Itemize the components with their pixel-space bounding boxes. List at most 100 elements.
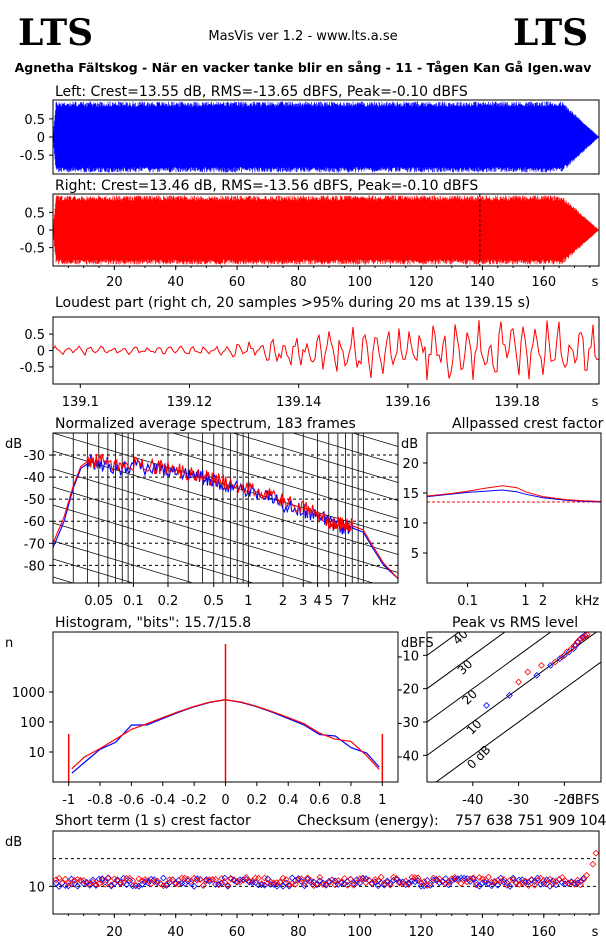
stc-point-right [163, 880, 170, 888]
stc-point-left [160, 874, 167, 882]
peak-rms-title: Peak vs RMS level [452, 615, 578, 631]
stc-xtick-label: 40 [167, 925, 184, 940]
stc-point-right [337, 878, 345, 886]
pvr-point-left [533, 671, 541, 679]
stc-point-right [580, 876, 588, 884]
stc-point-right [169, 876, 177, 884]
right-waveform-trace [53, 195, 599, 265]
spectrum-xtick-label: 2 [279, 594, 287, 609]
pvr-point-right [524, 668, 532, 676]
spectrum-ytick-label: -30 [24, 449, 45, 464]
stc-point-right [276, 878, 284, 886]
stc-point-right [86, 880, 94, 887]
stc-point-right [571, 880, 578, 888]
pvr-diagonal [427, 632, 552, 723]
histogram-xtick-label: 0.2 [247, 793, 268, 808]
loudest-part-xtick-label: 139.16 [385, 395, 431, 410]
right-waveform-xtick-label: 80 [290, 275, 307, 290]
stc-point-right [282, 876, 290, 883]
spectrum-slope-line [53, 504, 315, 583]
stc-point-right [313, 880, 321, 888]
stc-point-right [294, 876, 302, 884]
stc-point-right [420, 878, 428, 885]
stc-xtick-label: 100 [347, 925, 372, 940]
stc-point-right [52, 876, 60, 884]
stc-point-right [577, 881, 584, 889]
stc-point-left [190, 882, 198, 890]
spectrum-grid-clip [53, 271, 398, 583]
pvr-diagonal-label: 0 dB [464, 743, 493, 772]
stc-point-right [451, 874, 459, 881]
stc-point-left [506, 882, 514, 890]
stc-point-right [74, 876, 81, 883]
stc-point-left [218, 879, 226, 887]
loudest-part-ytick-label: 0 [37, 345, 45, 360]
crest-series-right [426, 485, 602, 502]
stc-point-left [448, 877, 456, 885]
right-waveform-xtick-label: 160 [531, 275, 556, 290]
stc-point-right [104, 875, 112, 882]
stc-point-right [193, 877, 201, 884]
stc-point-left [74, 882, 81, 890]
stc-point-right [129, 877, 137, 885]
pvr-point-right [515, 678, 522, 686]
stc-point-right [107, 881, 115, 889]
stc-point-right [328, 876, 336, 884]
pvr-point-left [506, 691, 513, 699]
pvr-diagonal [435, 661, 601, 782]
stc-point-left [528, 876, 535, 884]
stc-point-left [123, 881, 131, 888]
track-title: Agnetha Fältskog - När en vacker tanke b… [15, 60, 592, 75]
logo-left: LTS [18, 12, 93, 54]
stc-point-end [592, 849, 600, 857]
stc-xtick-label: 120 [409, 925, 434, 940]
histogram-xtick-label: 0.8 [341, 793, 362, 808]
right-waveform-xtick-label: 100 [347, 275, 372, 290]
stc-point-left [68, 875, 75, 883]
stc-point-left [55, 883, 63, 890]
right-waveform-xtick-label: 40 [167, 275, 184, 290]
stc-point-right [491, 877, 499, 885]
stc-point-right [61, 875, 69, 883]
right-waveform-ytick-label: -0.5 [20, 242, 45, 257]
left-waveform-ytick-label: 0.5 [24, 113, 45, 128]
stc-point-left [273, 882, 281, 890]
spectrum-ytick-label: -70 [24, 537, 45, 552]
stc-point-left [491, 878, 499, 886]
histogram-title: Histogram, "bits": 15.7/15.8 [55, 615, 251, 631]
spectrum-slope-line [53, 307, 398, 411]
histogram-xtick-label: 0 [221, 793, 229, 808]
stc-point-right [417, 879, 425, 886]
stc-unit-label: s [592, 925, 599, 940]
histogram-xtick-label: 1 [378, 793, 386, 808]
right-waveform-xtick-label: 20 [106, 275, 123, 290]
pvr-ylabel: dBFS [401, 636, 434, 651]
stc-point-right [184, 875, 192, 883]
spectrum-ytick-label: -80 [24, 559, 45, 574]
histogram-ylabel: n [5, 636, 13, 651]
stc-point-left [71, 880, 78, 888]
loudest-part-ytick-label: -0.5 [20, 361, 45, 376]
stc-point-right [264, 879, 272, 887]
stc-point-left [325, 877, 333, 885]
spectrum-slope-line [53, 271, 398, 375]
stc-point-right [365, 876, 373, 884]
loudest-part-xtick-label: 139.14 [276, 395, 322, 410]
stc-point-right [138, 877, 146, 885]
stc-point-right [316, 873, 324, 881]
pvr-point-right [583, 632, 591, 639]
stc-point-left [89, 876, 97, 884]
stc-point-right [472, 881, 480, 889]
stc-point-right [298, 875, 305, 883]
crest-ylabel: dB [401, 437, 418, 452]
stc-point-right [101, 880, 109, 888]
pvr-diagonal [427, 632, 506, 690]
pvr-point-right [576, 635, 584, 643]
stc-point-right [500, 876, 508, 883]
crest-unit-label: kHz [575, 594, 599, 609]
stc-point-right [512, 879, 520, 887]
stc-point-right [469, 874, 477, 882]
crest-ytick-label: 5 [411, 547, 419, 562]
histogram-ytick-label: 10 [28, 746, 45, 761]
stc-point-right [285, 881, 293, 888]
